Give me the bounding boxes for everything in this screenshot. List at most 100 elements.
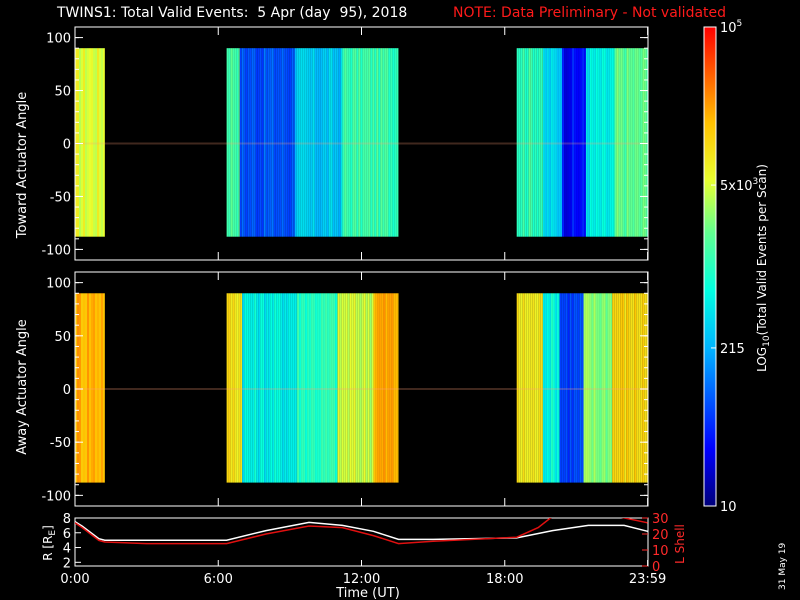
heatmap-cell xyxy=(101,48,103,237)
heatmap-cell xyxy=(103,48,105,237)
heatmap-cell xyxy=(268,293,271,483)
r-tick-label: 6 xyxy=(63,527,71,542)
heatmap-cell xyxy=(252,293,255,483)
heatmap-cell xyxy=(250,293,253,483)
heatmap-cell xyxy=(534,48,537,237)
heatmap-cell xyxy=(644,48,647,237)
heatmap-cell xyxy=(260,293,263,483)
heatmap-cell xyxy=(624,293,627,483)
heatmap-cell xyxy=(299,293,302,483)
heatmap-cell xyxy=(226,48,229,237)
heatmap-cell xyxy=(349,293,352,483)
heatmap-cell xyxy=(81,48,83,237)
heatmap-cell xyxy=(314,48,317,237)
heatmap-cell xyxy=(384,48,387,237)
heatmap-cell xyxy=(294,293,297,483)
heatmap-cell xyxy=(79,48,81,237)
heatmap-cell xyxy=(572,48,575,237)
heatmap-cell xyxy=(542,48,545,237)
heatmap-cell xyxy=(622,48,625,237)
heatmap-cell xyxy=(626,48,629,237)
heatmap-cell xyxy=(287,48,290,237)
r-tick-label: 2 xyxy=(63,556,71,571)
chart-title: TWINS1: Total Valid Events: 5 Apr (day 9… xyxy=(57,5,408,21)
heatmap-cell xyxy=(271,48,274,237)
time-tick-label: 6:00 xyxy=(204,572,233,587)
heatmap-cell xyxy=(360,48,363,237)
heatmap-cell xyxy=(544,48,547,237)
heatmap-cell xyxy=(646,293,648,483)
heatmap-cell xyxy=(392,48,395,237)
heatmap-cell xyxy=(272,293,275,483)
heatmap-cell xyxy=(325,293,328,483)
heatmap-cell xyxy=(294,48,297,237)
heatmap-cell xyxy=(522,293,525,483)
time-tick-label: 0:00 xyxy=(60,572,89,587)
heatmap-cell xyxy=(311,293,314,483)
heatmap-cell xyxy=(562,48,565,237)
heatmap-cell xyxy=(93,48,95,237)
heatmap-cell xyxy=(370,48,373,237)
heatmap-cell xyxy=(371,293,374,483)
heatmap-cell xyxy=(316,48,319,237)
colorbar-gradient xyxy=(703,26,717,507)
heatmap-cell xyxy=(332,48,335,237)
heatmap-cell xyxy=(309,293,312,483)
heatmap-cell xyxy=(614,293,617,483)
heatmap-cell xyxy=(285,48,288,237)
l-shell-tick-label: 30 xyxy=(652,512,669,527)
heatmap-cell xyxy=(277,48,280,237)
heatmap-cell xyxy=(366,48,369,237)
time-xlabel: Time (UT) xyxy=(335,586,400,600)
heatmap-cell xyxy=(548,48,551,237)
heatmap-cell xyxy=(234,48,237,237)
heatmap-cell xyxy=(75,293,77,483)
heatmap-cell xyxy=(244,293,247,483)
heatmap-cell xyxy=(559,293,562,483)
heatmap-cell xyxy=(582,48,585,237)
heatmap-cell xyxy=(89,48,91,237)
preliminary-note: NOTE: Data Preliminary - Not validated xyxy=(453,5,727,21)
heatmap-cell xyxy=(258,293,261,483)
y-tick-label: 0 xyxy=(63,383,71,398)
heatmap-cell xyxy=(372,48,375,237)
heatmap-cell xyxy=(330,48,333,237)
heatmap-cell xyxy=(359,293,362,483)
heatmap-cell xyxy=(253,48,256,237)
heatmap-cell xyxy=(279,48,282,237)
heatmap-cell xyxy=(534,293,537,483)
heatmap-cell xyxy=(242,293,245,483)
heatmap-cell xyxy=(326,48,329,237)
r-tick-label: 4 xyxy=(63,542,71,557)
heatmap-cell xyxy=(230,48,233,237)
heatmap-cell xyxy=(297,293,300,483)
heatmap-cell xyxy=(303,293,306,483)
heatmap-cell xyxy=(526,48,529,237)
heatmap-cell xyxy=(101,293,103,483)
heatmap-cell xyxy=(544,293,547,483)
heatmap-cell xyxy=(391,293,394,483)
heatmap-cell xyxy=(276,293,279,483)
heatmap-cell xyxy=(344,48,347,237)
heatmap-cell xyxy=(238,293,241,483)
heatmap-cell xyxy=(348,48,351,237)
r-label-end: ] xyxy=(41,525,55,530)
heatmap-cell xyxy=(352,48,355,237)
heatmap-cell xyxy=(576,48,579,237)
heatmap-cell xyxy=(75,48,77,237)
heatmap-cell xyxy=(632,48,635,237)
cbar-label-sub: 10 xyxy=(762,335,772,347)
heatmap-cell xyxy=(304,48,307,237)
heatmap-cell xyxy=(552,48,555,237)
heatmap-cell xyxy=(296,48,299,237)
heatmap-cell xyxy=(376,48,379,237)
heatmap-cell xyxy=(246,293,249,483)
heatmap-cell xyxy=(324,48,327,237)
heatmap-cell xyxy=(609,293,612,483)
heatmap-cell xyxy=(228,293,231,483)
heatmap-cell xyxy=(327,293,330,483)
heatmap-cell xyxy=(573,293,576,483)
heatmap-cell xyxy=(347,293,350,483)
heatmap-cell xyxy=(593,293,596,483)
heatmap-cell xyxy=(333,293,336,483)
